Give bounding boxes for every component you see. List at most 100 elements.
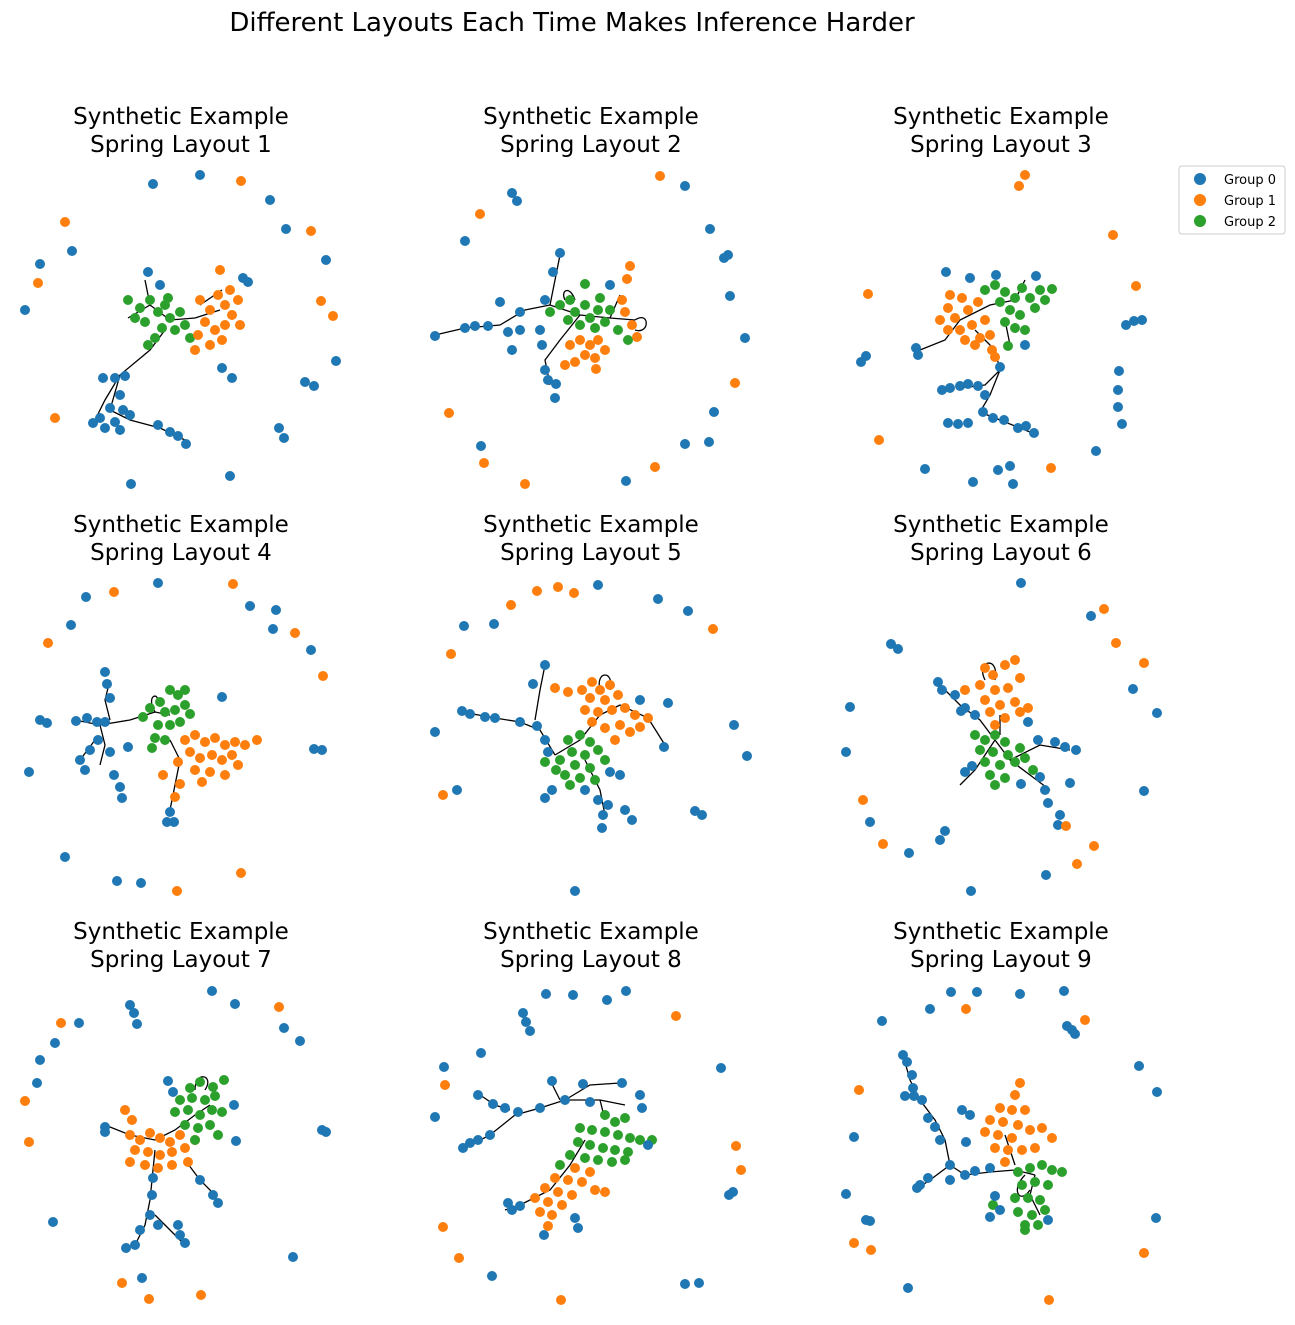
graph-node-group-1 xyxy=(217,335,227,345)
graph-node-group-0 xyxy=(230,999,240,1009)
graph-node-group-1 xyxy=(172,886,182,896)
graph-node-group-1 xyxy=(170,792,180,802)
graph-node-group-0 xyxy=(955,381,965,391)
graph-node-group-2 xyxy=(635,1135,645,1145)
graph-node-group-1 xyxy=(600,723,610,733)
graph-node-group-0 xyxy=(173,1220,183,1230)
graph-node-group-0 xyxy=(245,601,255,611)
graph-node-group-2 xyxy=(570,307,580,317)
panel-9: Synthetic Example Spring Layout 9 xyxy=(841,919,1162,1305)
graph-node-group-2 xyxy=(153,720,163,730)
graph-node-group-1 xyxy=(980,1127,990,1137)
graph-node-group-0 xyxy=(940,826,950,836)
graph-node-group-2 xyxy=(1003,341,1013,351)
graph-node-group-1 xyxy=(570,357,580,367)
graph-node-group-0 xyxy=(1059,986,1069,996)
graph-node-group-1 xyxy=(1046,463,1056,473)
graph-node-group-2 xyxy=(600,1110,610,1120)
graph-node-group-1 xyxy=(625,261,635,271)
graph-node-group-0 xyxy=(967,761,977,771)
graph-node-group-2 xyxy=(593,745,603,755)
graph-node-group-0 xyxy=(1117,419,1127,429)
graph-node-group-1 xyxy=(585,693,595,703)
graph-node-group-0 xyxy=(966,886,976,896)
graph-node-group-0 xyxy=(100,667,110,677)
graph-node-group-0 xyxy=(130,1240,140,1250)
graph-node-group-0 xyxy=(729,720,739,730)
graph-node-group-0 xyxy=(598,810,608,820)
graph-node-group-0 xyxy=(66,620,76,630)
graph-node-group-2 xyxy=(570,760,580,770)
graph-node-group-0 xyxy=(145,1210,155,1220)
graph-node-group-0 xyxy=(937,385,947,395)
graph-node-group-1 xyxy=(183,1157,193,1167)
graph-node-group-1 xyxy=(220,770,230,780)
graph-node-group-1 xyxy=(530,1193,540,1203)
graph-node-group-2 xyxy=(175,717,185,727)
graph-edges xyxy=(434,254,647,386)
graph-node-group-2 xyxy=(207,1105,217,1115)
graph-node-group-0 xyxy=(525,1026,535,1036)
graph-node-group-1 xyxy=(625,727,635,737)
graph-node-group-0 xyxy=(82,713,92,723)
graph-node-group-1 xyxy=(175,1130,185,1140)
graph-node-group-0 xyxy=(135,1225,145,1235)
graph-node-group-2 xyxy=(1020,1225,1030,1235)
graph-node-group-0 xyxy=(909,1091,919,1101)
graph-node-group-1 xyxy=(650,462,660,472)
graph-node-group-2 xyxy=(1017,1180,1027,1190)
graph-node-group-0 xyxy=(195,1175,205,1185)
graph-node-group-2 xyxy=(135,303,145,313)
graph-node-group-1 xyxy=(973,297,983,307)
graph-nodes xyxy=(856,170,1147,489)
graph-node-group-1 xyxy=(252,735,262,745)
graph-node-group-2 xyxy=(970,730,980,740)
graph-node-group-2 xyxy=(1025,1163,1035,1173)
graph-node-group-2 xyxy=(170,705,180,715)
graph-node-group-0 xyxy=(100,1127,110,1137)
panel-title-line2: Spring Layout 9 xyxy=(910,947,1092,973)
graph-node-group-0 xyxy=(912,1183,922,1193)
graph-node-group-0 xyxy=(907,1070,917,1080)
graph-node-group-0 xyxy=(573,1223,583,1233)
graph-node-group-2 xyxy=(1010,757,1020,767)
graph-node-group-0 xyxy=(856,357,866,367)
panel-title-line2: Spring Layout 2 xyxy=(500,132,682,158)
graph-node-group-1 xyxy=(1007,1133,1017,1143)
graph-node-group-1 xyxy=(577,1177,587,1187)
graph-node-group-0 xyxy=(680,439,690,449)
graph-node-group-1 xyxy=(560,360,570,370)
panel-1: Synthetic Example Spring Layout 1 xyxy=(20,104,341,489)
graph-node-group-0 xyxy=(168,1087,178,1097)
graph-node-group-1 xyxy=(736,1165,746,1175)
graph-node-group-0 xyxy=(132,1019,142,1029)
graph-node-group-1 xyxy=(591,364,601,374)
graph-node-group-0 xyxy=(460,323,470,333)
graph-node-group-1 xyxy=(980,695,990,705)
graph-node-group-0 xyxy=(659,742,669,752)
graph-node-group-2 xyxy=(1047,284,1057,294)
graph-node-group-0 xyxy=(724,1190,734,1200)
graph-node-group-2 xyxy=(613,325,623,335)
graph-node-group-0 xyxy=(946,987,956,997)
graph-node-group-1 xyxy=(600,695,610,705)
graph-node-group-0 xyxy=(617,1078,627,1088)
graph-node-group-0 xyxy=(945,1175,955,1185)
graph-node-group-0 xyxy=(920,464,930,474)
graph-node-group-1 xyxy=(140,1160,150,1170)
graph-node-group-0 xyxy=(153,1220,163,1230)
graph-node-group-0 xyxy=(1071,745,1081,755)
graph-node-group-0 xyxy=(841,747,851,757)
graph-node-group-0 xyxy=(985,1212,995,1222)
graph-node-group-0 xyxy=(723,250,733,260)
graph-node-group-0 xyxy=(704,437,714,447)
graph-node-group-0 xyxy=(540,793,550,803)
graph-node-group-0 xyxy=(137,1273,147,1283)
graph-node-group-2 xyxy=(150,733,160,743)
legend-marker-group-1 xyxy=(1194,194,1206,206)
graph-node-group-1 xyxy=(200,317,210,327)
graph-node-group-2 xyxy=(155,697,165,707)
graph-node-group-1 xyxy=(854,1085,864,1095)
graph-node-group-0 xyxy=(459,621,469,631)
graph-node-group-1 xyxy=(520,479,530,489)
